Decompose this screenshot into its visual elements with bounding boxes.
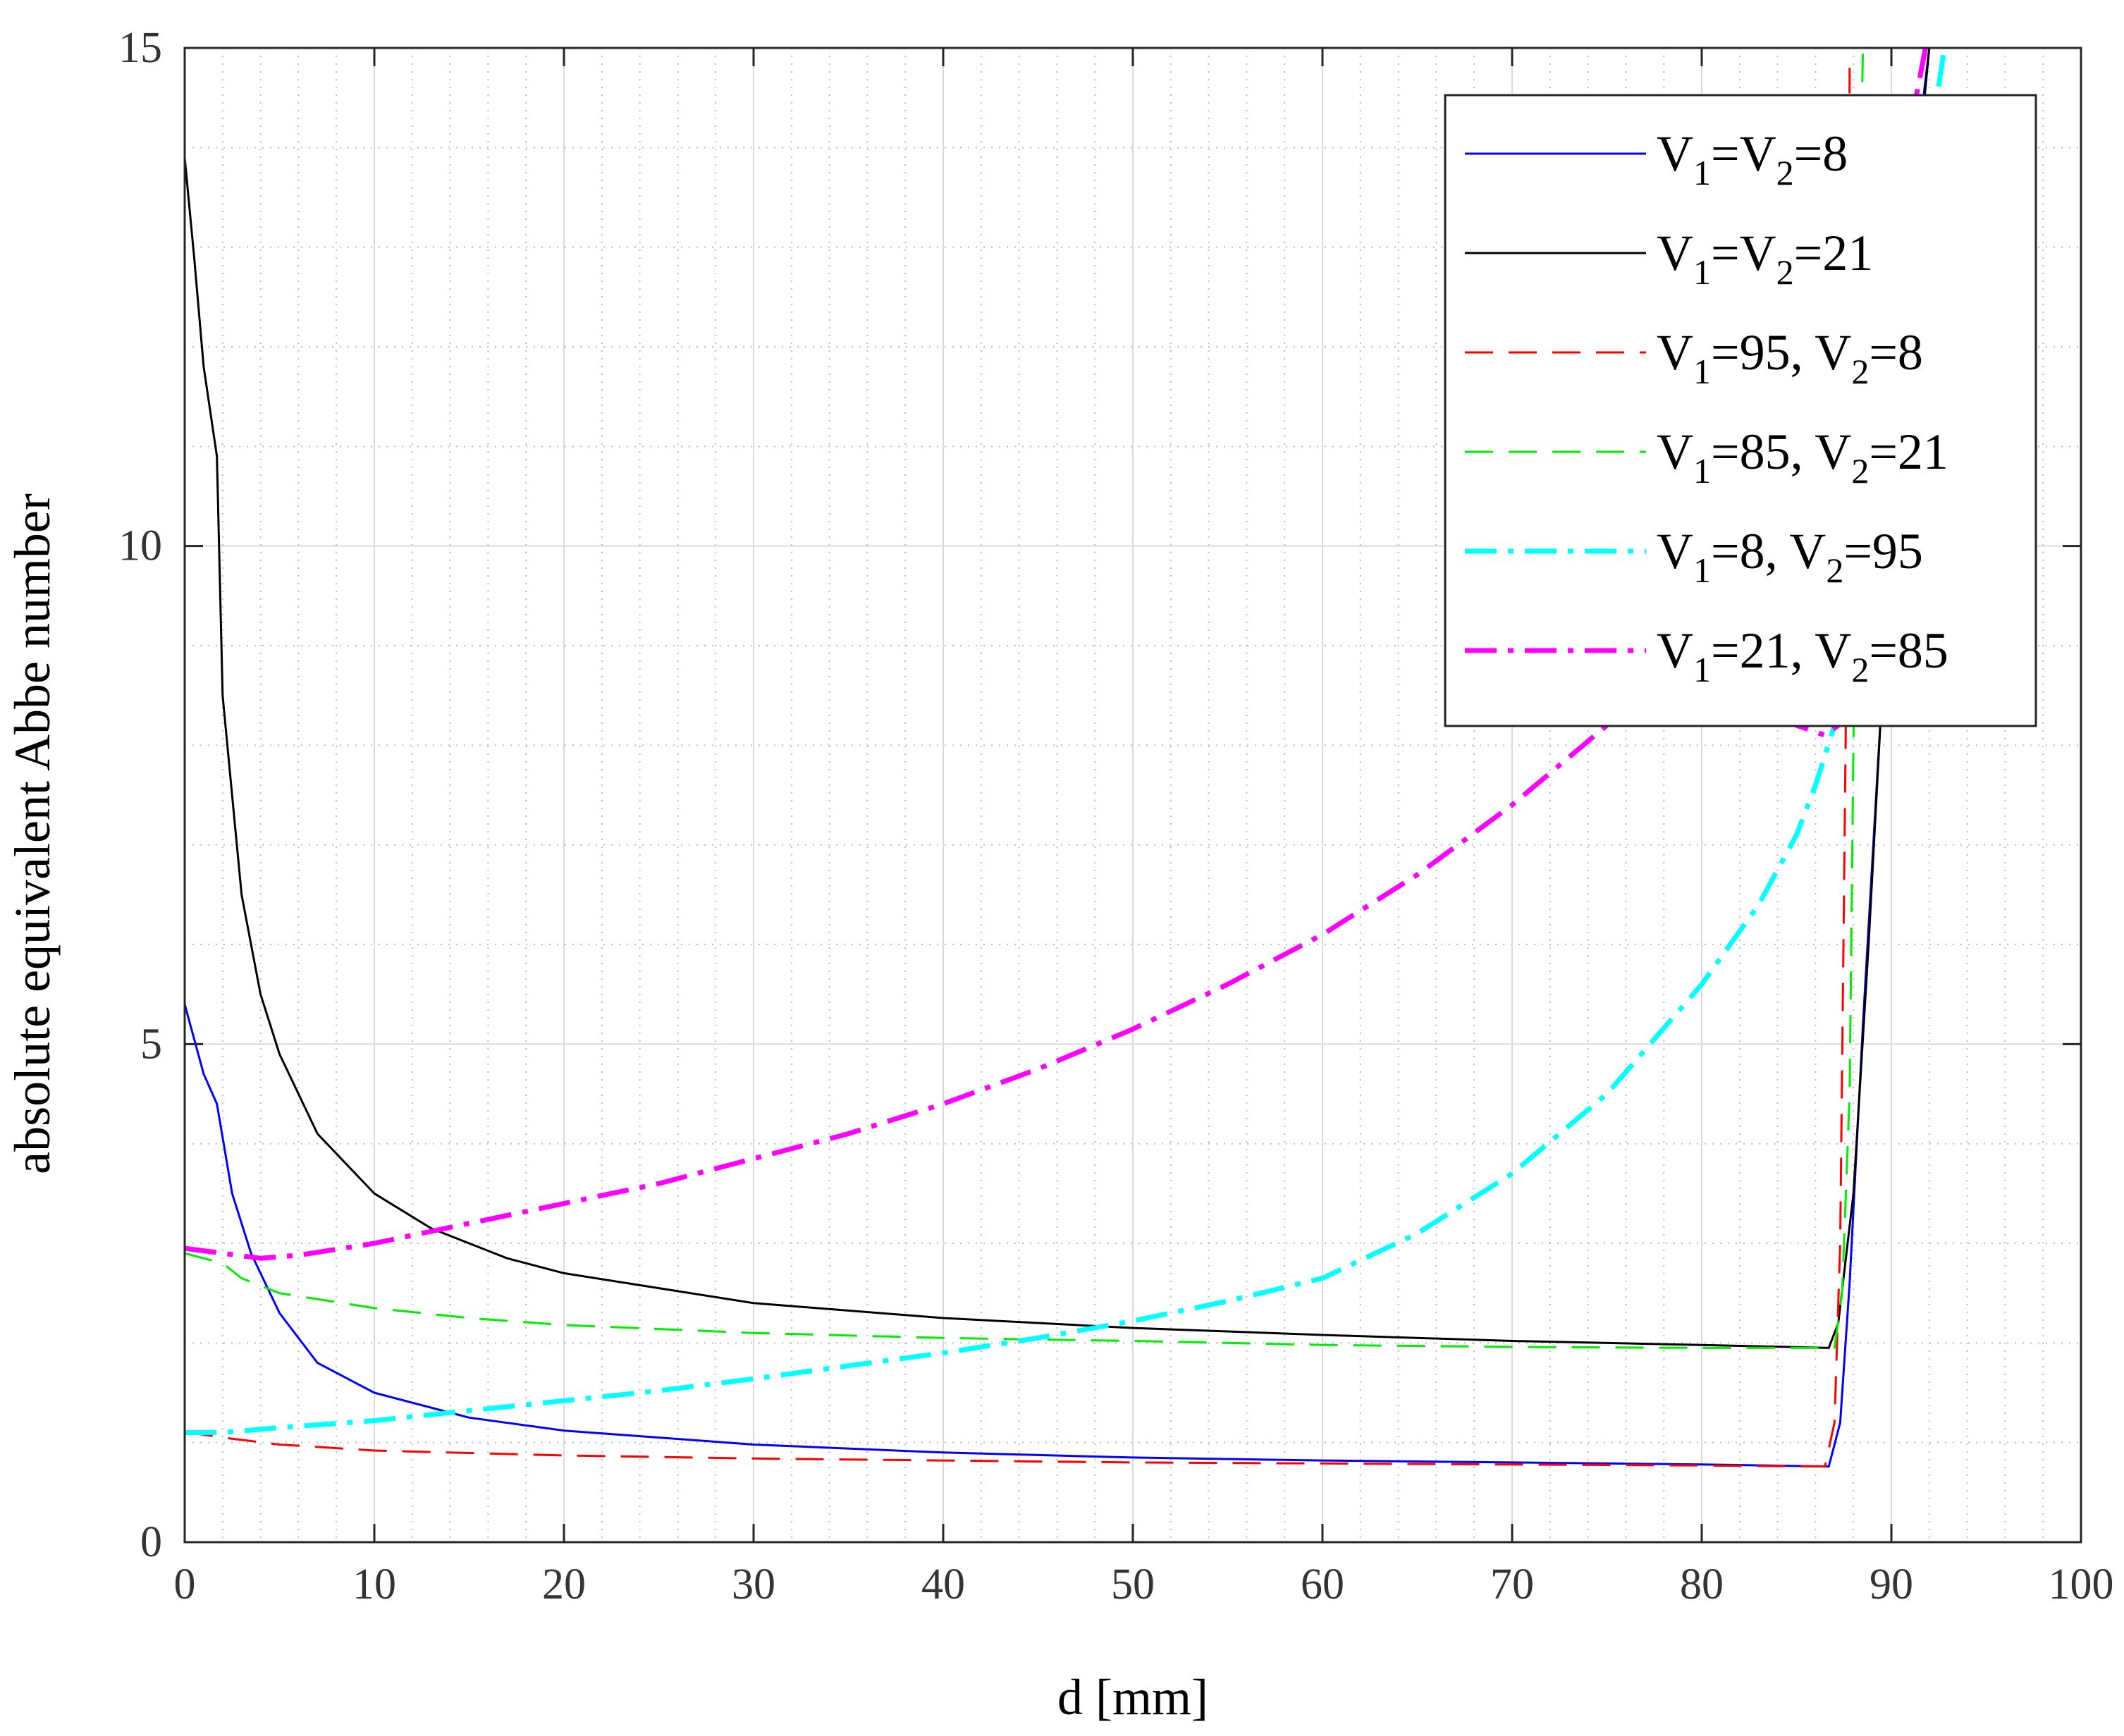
y-tick-labels: 0 5 10 15 xyxy=(118,24,162,1566)
series-line-2 xyxy=(185,48,1931,1349)
ticks xyxy=(183,47,2082,1544)
legend-label-3: V1=95, V2=8 xyxy=(1657,324,1923,391)
series-line-6 xyxy=(185,48,1928,1261)
series-line-5 xyxy=(185,48,1947,1435)
x-tick-labels: 0 10 20 30 40 50 60 70 80 90 100 xyxy=(174,1560,2114,1608)
x-tick-label: 0 xyxy=(174,1560,196,1608)
x-tick-label: 50 xyxy=(1111,1560,1155,1608)
y-tick-label: 5 xyxy=(140,1020,162,1068)
y-tick-label: 10 xyxy=(118,522,162,570)
y-tick-label: 15 xyxy=(118,24,162,72)
series-line-3 xyxy=(185,68,1851,1468)
x-tick-label: 100 xyxy=(2049,1560,2114,1608)
legend-label-6: V1=21, V2=85 xyxy=(1657,622,1948,689)
y-tick-label: 0 xyxy=(140,1518,162,1566)
x-tick-label: 80 xyxy=(1680,1560,1724,1608)
x-tick-label: 10 xyxy=(352,1560,396,1608)
series-layer xyxy=(185,48,1947,1468)
x-tick-label: 20 xyxy=(542,1560,586,1608)
legend-label-5: V1=8, V2=95 xyxy=(1657,523,1923,590)
series-line-4 xyxy=(185,48,1865,1349)
legend: V1=V2=8 V1=V2=21 V1=95, V2=8 V1=85, V2=21 V1… xyxy=(1444,94,2037,727)
legend-label-2: V1=V2=21 xyxy=(1657,225,1873,292)
x-tick-label: 40 xyxy=(921,1560,965,1608)
x-axis-title: d [mm] xyxy=(1057,1669,1208,1725)
x-tick-label: 30 xyxy=(732,1560,775,1608)
legend-box xyxy=(1444,94,2037,727)
legend-label-1: V1=V2=8 xyxy=(1657,125,1848,192)
y-axis-title: absolute equivalent Abbe number xyxy=(4,493,61,1174)
x-tick-label: 60 xyxy=(1301,1560,1344,1608)
x-tick-label: 70 xyxy=(1490,1560,1534,1608)
x-tick-label: 90 xyxy=(1870,1560,1913,1608)
legend-label-4: V1=85, V2=21 xyxy=(1657,424,1948,491)
